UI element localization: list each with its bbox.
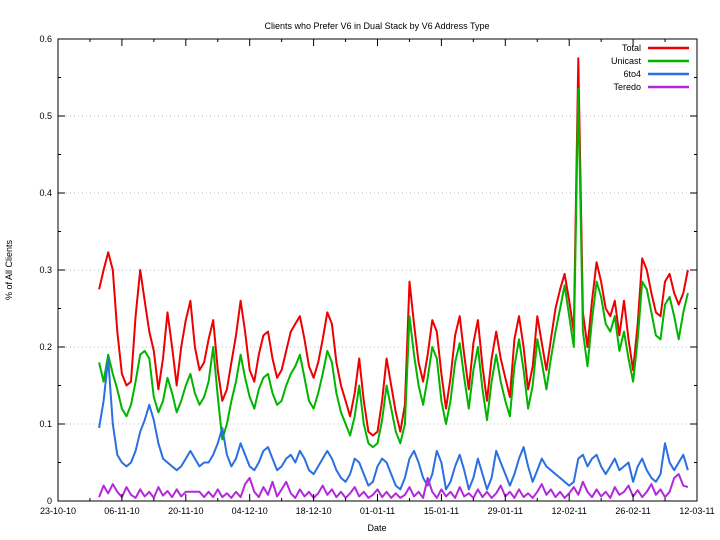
- x-tick-label: 20-11-10: [168, 506, 203, 516]
- series-line-6to4: [98, 357, 689, 491]
- y-tick-label: 0: [47, 496, 52, 506]
- x-tick-label: 15-01-11: [424, 506, 459, 516]
- legend-label-total: Total: [622, 43, 641, 53]
- x-tick-label: 26-02-11: [615, 506, 650, 516]
- series-line-total: [98, 57, 689, 437]
- series-line-teredo: [98, 473, 689, 499]
- x-tick-label: 01-01-11: [360, 506, 395, 516]
- legend: Total Unicast 6to4 Teredo: [611, 43, 689, 92]
- tick-labels: 0 0.1 0.2 0.3 0.4 0.5 0.6 23-10-10 06-11-10 20-11…: [39, 34, 714, 516]
- x-tick-label: 29-01-11: [488, 506, 523, 516]
- data-series: [98, 57, 689, 499]
- axes-and-ticks: [57, 38, 698, 502]
- x-tick-label: 12-02-11: [552, 506, 587, 516]
- x-tick-label: 06-11-10: [104, 506, 139, 516]
- legend-label-unicast: Unicast: [611, 56, 642, 66]
- y-tick-label: 0.5: [39, 111, 52, 121]
- series-line-unicast: [98, 88, 689, 449]
- y-tick-label: 0.4: [39, 188, 52, 198]
- y-tick-label: 0.1: [39, 419, 52, 429]
- y-tick-label: 0.3: [39, 265, 52, 275]
- x-tick-label: 12-03-11: [679, 506, 714, 516]
- legend-label-teredo: Teredo: [613, 82, 641, 92]
- grid-lines: [58, 115, 697, 425]
- x-tick-label: 18-12-10: [296, 506, 332, 516]
- x-axis-label: Date: [367, 523, 386, 533]
- y-tick-label: 0.6: [39, 34, 52, 44]
- x-tick-label: 23-10-10: [40, 506, 76, 516]
- chart-title: Clients who Prefer V6 in Dual Stack by V…: [265, 21, 490, 31]
- x-tick-label: 04-12-10: [232, 506, 268, 516]
- y-tick-label: 0.2: [39, 342, 52, 352]
- y-axis-label: % of All Clients: [4, 239, 14, 300]
- legend-label-6to4: 6to4: [623, 69, 641, 79]
